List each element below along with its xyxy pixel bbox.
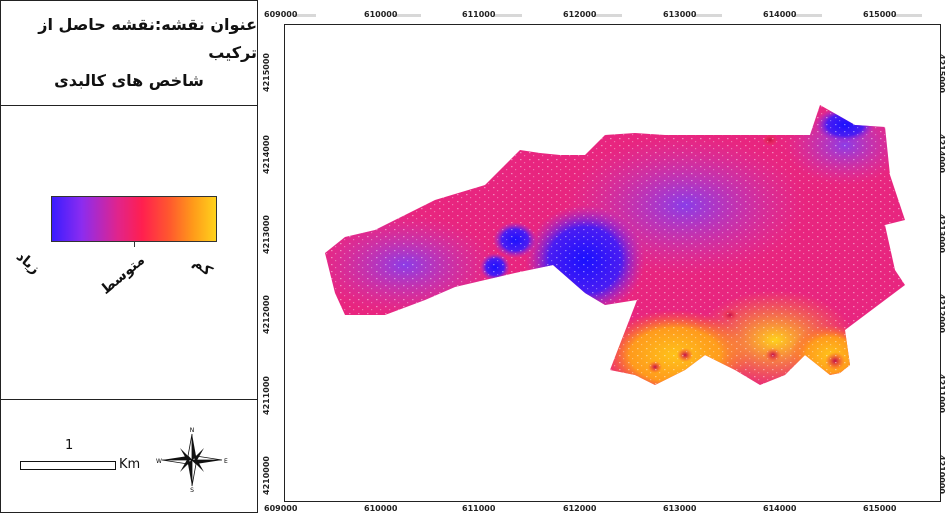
y-tick-left: 4215000 bbox=[262, 53, 271, 92]
map-area bbox=[284, 24, 941, 502]
scale-bar bbox=[20, 461, 116, 470]
x-tick-bottom: 611000 bbox=[462, 504, 496, 513]
compass-n: N bbox=[190, 427, 195, 434]
x-tick-bottom: 610000 bbox=[364, 504, 398, 513]
x-tick-bottom: 614000 bbox=[763, 504, 797, 513]
x-tick-top: 614000 bbox=[763, 10, 797, 19]
y-tick-left: 4211000 bbox=[262, 376, 271, 415]
grid-bar bbox=[694, 14, 722, 17]
y-tick-left: 4213000 bbox=[262, 215, 271, 254]
x-tick-top: 612000 bbox=[563, 10, 597, 19]
x-tick-bottom: 613000 bbox=[663, 504, 697, 513]
ramp-label-medium: متوسط bbox=[97, 252, 148, 298]
grid-bar bbox=[294, 14, 316, 17]
x-tick-top: 613000 bbox=[663, 10, 697, 19]
y-tick-left: 4214000 bbox=[262, 135, 271, 174]
map-title-line-2: شاخص های کالبدی bbox=[54, 71, 204, 90]
scale-compass-box bbox=[1, 399, 257, 513]
scale-unit: Km bbox=[119, 457, 141, 472]
ramp-tick-mid bbox=[134, 241, 135, 247]
y-tick-left: 4212000 bbox=[262, 295, 271, 334]
grid-bar bbox=[393, 14, 421, 17]
color-ramp bbox=[51, 196, 217, 242]
x-tick-top: 609000 bbox=[264, 10, 298, 19]
ramp-label-high: زیاد bbox=[12, 248, 43, 278]
compass-w: W bbox=[156, 458, 162, 465]
x-tick-bottom: 615000 bbox=[863, 504, 897, 513]
grid-bar bbox=[594, 14, 622, 17]
grid-bar bbox=[894, 14, 922, 17]
compass-e: E bbox=[224, 458, 228, 465]
x-tick-bottom: 612000 bbox=[563, 504, 597, 513]
grid-bar bbox=[794, 14, 822, 17]
grid-bar bbox=[494, 14, 522, 17]
map-title: عنوان نقشه:نقشه حاصل از ترکیب شاخص های ک… bbox=[1, 1, 257, 106]
legend-panel: عنوان نقشه:نقشه حاصل از ترکیب شاخص های ک… bbox=[0, 0, 258, 513]
x-tick-bottom: 609000 bbox=[264, 504, 298, 513]
x-tick-top: 610000 bbox=[364, 10, 398, 19]
scale-number: 1 bbox=[65, 438, 74, 453]
surface-map bbox=[325, 105, 905, 385]
y-tick-left: 4210000 bbox=[262, 456, 271, 495]
map-title-line-1: عنوان نقشه:نقشه حاصل از ترکیب bbox=[38, 15, 257, 62]
x-tick-top: 615000 bbox=[863, 10, 897, 19]
x-tick-top: 611000 bbox=[462, 10, 496, 19]
compass-s: S bbox=[190, 487, 194, 492]
north-arrow-icon: N S W E bbox=[156, 427, 228, 492]
ramp-label-low: کم bbox=[190, 254, 216, 280]
